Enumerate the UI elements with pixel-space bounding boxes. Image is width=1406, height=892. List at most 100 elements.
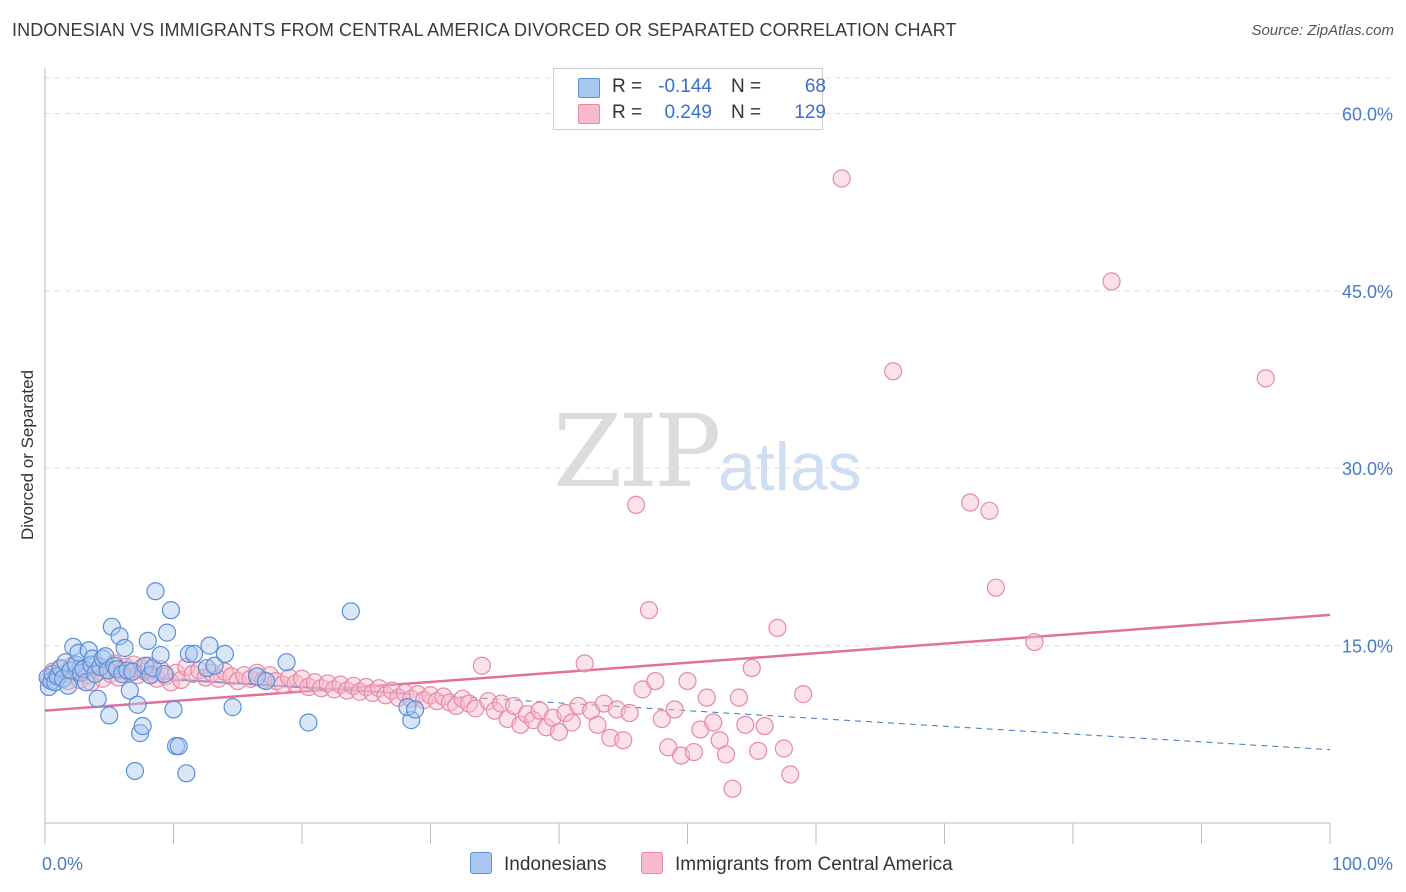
central-america-point <box>774 739 793 758</box>
indonesian-point <box>161 601 181 620</box>
central-america-point <box>562 713 581 732</box>
indonesian-point <box>133 716 152 736</box>
indonesian-point <box>102 617 121 636</box>
central-america-point <box>639 601 659 620</box>
legend-n-value: 129 <box>794 102 826 123</box>
central-america-point <box>549 722 569 742</box>
legend-r-label: R = <box>612 76 643 97</box>
watermark-atlas: atlas <box>718 429 862 505</box>
y-tick-label: 30.0% <box>1342 459 1393 479</box>
indonesian-point <box>205 656 224 675</box>
legend-r-value: -0.144 <box>658 76 712 97</box>
central-america-point <box>588 715 607 734</box>
central-america-point <box>716 745 736 764</box>
indonesian-point <box>157 623 177 642</box>
indonesian-point <box>164 700 183 719</box>
bottom-legend-label: Immigrants from Central America <box>675 854 953 875</box>
indonesian-point <box>247 667 267 686</box>
legend-n-label: N = <box>731 102 762 123</box>
central-america-point <box>736 715 755 734</box>
central-america-point <box>697 688 716 707</box>
central-america-points <box>39 169 1275 798</box>
correlation-legend: R = -0.144 N = 68 R = 0.249 N = 129 <box>553 68 826 130</box>
legend-swatch-blue <box>578 78 600 98</box>
grid-lines <box>45 77 1392 647</box>
central-america-point <box>980 501 999 520</box>
indonesian-point <box>141 666 160 685</box>
central-america-point <box>620 703 639 723</box>
central-america-point <box>704 713 723 732</box>
central-america-point <box>768 618 787 637</box>
legend-r-label: R = <box>612 102 643 123</box>
bottom-legend-central-america: Immigrants from Central America <box>641 852 953 876</box>
source-credit: Source: ZipAtlas.com <box>1251 22 1394 39</box>
central-america-point <box>504 696 524 716</box>
bottom-legend-label: Indonesians <box>504 854 607 875</box>
y-tick-label: 15.0% <box>1342 637 1393 657</box>
indonesian-point <box>128 695 147 714</box>
indonesian-point <box>151 645 170 665</box>
x-tick-label-end: 100.0% <box>1332 854 1393 874</box>
central-america-point <box>575 654 594 673</box>
indonesian-point <box>177 764 196 783</box>
central-america-point <box>729 688 749 707</box>
legend-r-value: 0.249 <box>664 102 712 123</box>
central-america-point <box>646 671 665 691</box>
central-america-point <box>1256 369 1275 388</box>
indonesian-point <box>88 689 107 708</box>
y-tick-label: 45.0% <box>1342 282 1393 302</box>
central-america-point <box>781 765 800 784</box>
indonesian-point <box>184 644 204 663</box>
central-america-point <box>1102 272 1121 291</box>
axes <box>44 68 1331 844</box>
tick-labels: 15.0% 30.0% 45.0% 60.0% 0.0% 100.0% <box>42 104 1393 874</box>
central-america-point <box>986 578 1006 597</box>
central-america-point <box>652 709 671 729</box>
central-america-point <box>472 656 491 675</box>
indonesian-point <box>59 676 78 695</box>
bottom-legend-swatch-blue <box>470 852 492 874</box>
central-america-point <box>633 680 652 699</box>
indonesian-point <box>130 724 150 743</box>
indonesians-trend-dashed <box>404 692 1331 751</box>
indonesian-point <box>100 706 119 725</box>
indonesian-point <box>169 737 188 756</box>
indonesian-point <box>120 681 139 700</box>
indonesian-point <box>138 631 157 650</box>
y-tick-label: 60.0% <box>1342 104 1393 124</box>
indonesian-points <box>38 582 425 783</box>
legend-n-value: 68 <box>804 76 826 97</box>
indonesian-point <box>405 700 425 719</box>
legend-n-label: N = <box>731 76 762 97</box>
indonesian-point <box>155 664 174 684</box>
indonesian-point <box>223 698 242 717</box>
central-america-trend <box>44 613 1331 712</box>
watermark-zip: ZIP <box>553 393 721 510</box>
central-america-point <box>883 362 903 381</box>
central-america-point <box>723 779 742 798</box>
indonesian-point <box>179 644 199 663</box>
chart-title: INDONESIAN VS IMMIGRANTS FROM CENTRAL AM… <box>12 20 957 40</box>
indonesian-point <box>146 582 165 601</box>
central-america-point <box>485 701 504 720</box>
central-america-point <box>794 685 813 704</box>
central-america-point <box>614 731 633 750</box>
central-america-point <box>684 742 704 762</box>
central-america-point <box>659 738 678 757</box>
central-america-point <box>961 493 980 512</box>
indonesian-point <box>93 649 112 668</box>
indonesian-point <box>215 644 234 663</box>
central-america-point <box>665 700 684 719</box>
central-america-point <box>832 169 851 188</box>
central-america-point <box>755 716 774 736</box>
indonesian-point <box>115 638 134 658</box>
indonesian-point <box>110 627 129 646</box>
x-tick-label-start: 0.0% <box>42 854 83 874</box>
central-america-point <box>749 741 768 760</box>
bottom-legend-indonesians: Indonesians <box>470 852 606 876</box>
indonesian-point <box>341 602 360 621</box>
central-america-point <box>1025 632 1044 652</box>
indonesian-point <box>299 713 318 732</box>
bottom-legend-swatch-pink <box>641 852 663 874</box>
